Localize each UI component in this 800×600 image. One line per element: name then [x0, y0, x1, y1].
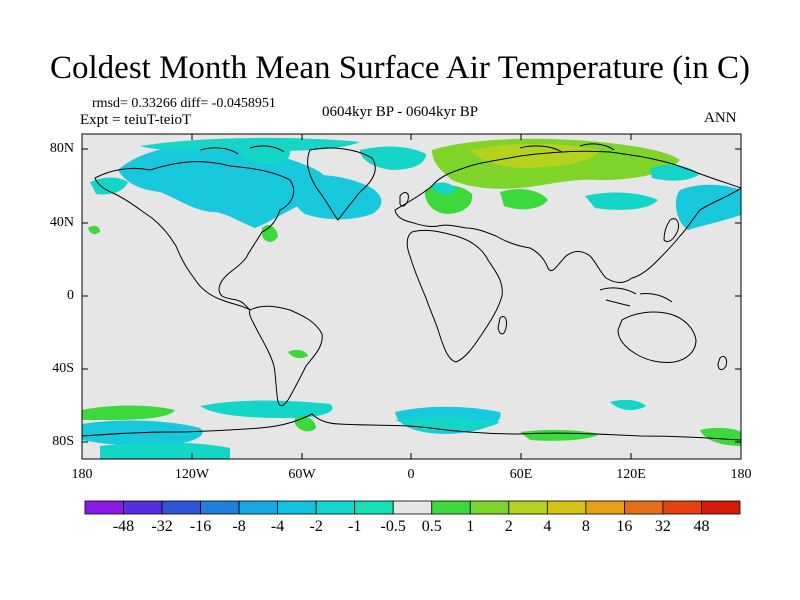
colorbar-label: 0.5 [421, 518, 442, 535]
coastline-uk [399, 192, 409, 207]
lon-label-180e: 180 [730, 467, 752, 482]
colorbar-swatch [161, 500, 201, 515]
colorbar-label: -4 [270, 518, 285, 535]
anomaly-arctic-strip [140, 137, 360, 151]
colorbar-swatch [277, 500, 317, 515]
colorbar-label: 32 [654, 518, 671, 535]
colorbar-swatch [624, 500, 664, 515]
anomaly-south-atlantic [288, 349, 308, 359]
coastline-new-zealand [717, 355, 727, 371]
anomaly-scandinavia [424, 185, 473, 214]
colorbar-swatch [123, 500, 163, 515]
colorbar-swatch [84, 500, 124, 515]
colorbar-label: -8 [232, 518, 246, 535]
lat-label-80s: 80S [52, 434, 74, 449]
colorbar-swatch [701, 500, 741, 515]
coastline-africa [406, 229, 503, 363]
anomaly-weddell [295, 416, 316, 432]
colorbar-swatch [200, 500, 240, 515]
colorbar-swatch [662, 500, 702, 515]
figure-title: Coldest Month Mean Surface Air Temperatu… [50, 50, 750, 86]
season-label: ANN [704, 110, 737, 126]
colorbar-swatch [469, 500, 510, 515]
lon-label-180w: 180 [71, 467, 93, 482]
axis-ticks [81, 134, 742, 459]
colorbar-label: 4 [543, 518, 552, 535]
anomaly-canada-light [90, 177, 128, 195]
experiment-label: Expt = teiuT-teioT [80, 112, 192, 128]
colorbar-label: -32 [151, 518, 173, 535]
anomaly-pacific-strip [585, 192, 658, 210]
colorbar-label: -1 [348, 518, 362, 535]
lat-label-40s: 40S [52, 361, 74, 376]
coastline-japan [663, 218, 679, 243]
coastline-greenland [307, 147, 376, 221]
lon-label-60w: 60W [288, 467, 316, 482]
coastline-eurasia [394, 150, 741, 283]
colorbar-swatch [508, 500, 548, 515]
anomaly-siberia [470, 144, 600, 168]
anomaly-central-asia [500, 189, 548, 210]
coastline-indonesia [599, 287, 673, 307]
anomaly-canada [118, 145, 326, 228]
anomaly-europe-cyan [430, 182, 456, 195]
anomaly-southern-pacific-east [700, 427, 741, 446]
colorbar-label: 8 [581, 518, 590, 535]
colorbar-swatch [238, 500, 279, 515]
colorbar-swatch [546, 500, 587, 515]
anomaly-south-patch-2 [610, 399, 646, 411]
colorbar-label: 16 [616, 518, 633, 535]
coastline-arctic-islands [199, 143, 615, 155]
coastline-antarctica [82, 413, 741, 441]
lat-label-80n: 80N [49, 141, 74, 156]
lon-label-60e: 60E [509, 467, 533, 482]
colorbar-label: -16 [189, 518, 212, 535]
colorbar-swatch [431, 500, 471, 515]
colorbar-label: -2 [309, 518, 323, 535]
anomaly-se-pacific [88, 225, 100, 235]
colorbar-swatch [392, 500, 433, 515]
lon-label-0: 0 [407, 467, 415, 482]
anomaly-east-antarctic [520, 429, 600, 441]
colorbar-label: -0.5 [380, 518, 406, 535]
anomaly-ross-sea [200, 400, 333, 418]
colorbar [84, 500, 741, 515]
coastline-north-america [94, 161, 295, 311]
anomaly-east-asia [675, 184, 741, 230]
stats-label: rmsd= 0.33266 diff= -0.0458951 [92, 96, 276, 111]
colorbar-label: 48 [693, 518, 710, 535]
lon-label-120w: 120W [174, 467, 210, 482]
coastline-south-america [249, 305, 323, 407]
lat-label-40n: 40N [49, 215, 74, 230]
anomaly-southern-pacific [82, 420, 203, 446]
period-label: 0604kyr BP - 0604kyr BP [322, 104, 479, 120]
colorbar-swatch [354, 500, 394, 515]
lat-label-0: 0 [67, 288, 74, 303]
coastline-australia [617, 311, 697, 363]
colorbar-label: -48 [112, 518, 135, 535]
colorbar-label: 1 [466, 518, 475, 535]
anomaly-antarctic-interior [100, 442, 230, 459]
lon-label-120e: 120E [616, 467, 646, 482]
anomaly-southern-ocean-west [82, 405, 175, 420]
coastlines [82, 143, 741, 441]
coastline-madagascar [497, 315, 507, 335]
anomaly-iceland [360, 146, 426, 170]
colorbar-label: 2 [504, 518, 513, 535]
colorbar-swatch [315, 500, 356, 515]
colorbar-swatch [585, 500, 625, 515]
